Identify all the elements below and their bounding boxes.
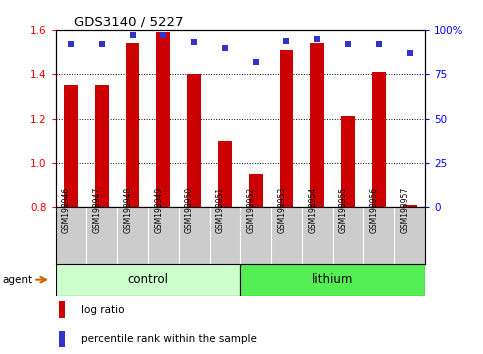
- Text: GSM198950: GSM198950: [185, 187, 194, 233]
- Text: GSM198956: GSM198956: [370, 187, 379, 233]
- Text: GSM198957: GSM198957: [400, 187, 410, 233]
- Text: agent: agent: [3, 275, 33, 285]
- Text: log ratio: log ratio: [82, 304, 125, 315]
- Bar: [240, 264, 425, 296]
- Bar: [218, 141, 232, 207]
- Text: GSM198947: GSM198947: [93, 187, 102, 233]
- Bar: [403, 205, 416, 207]
- Bar: [187, 74, 201, 207]
- Bar: [64, 85, 78, 207]
- Bar: [156, 32, 170, 207]
- Text: GDS3140 / 5227: GDS3140 / 5227: [74, 16, 184, 29]
- Bar: [341, 116, 355, 207]
- Text: percentile rank within the sample: percentile rank within the sample: [82, 334, 257, 344]
- Text: GSM198948: GSM198948: [124, 187, 132, 233]
- Bar: [56, 264, 241, 296]
- Bar: [311, 44, 324, 207]
- Text: GSM198949: GSM198949: [154, 187, 163, 233]
- Bar: [249, 174, 263, 207]
- Text: GSM198954: GSM198954: [308, 187, 317, 233]
- Bar: [280, 50, 293, 207]
- Bar: [59, 331, 65, 347]
- Text: GSM198946: GSM198946: [62, 187, 71, 233]
- Bar: [95, 85, 109, 207]
- Bar: [126, 44, 140, 207]
- Text: control: control: [128, 273, 169, 286]
- Bar: [372, 72, 386, 207]
- Text: GSM198955: GSM198955: [339, 187, 348, 233]
- Bar: [59, 302, 65, 318]
- Text: GSM198951: GSM198951: [216, 187, 225, 233]
- Text: lithium: lithium: [312, 273, 354, 286]
- Text: GSM198953: GSM198953: [277, 187, 286, 233]
- Text: GSM198952: GSM198952: [247, 187, 256, 233]
